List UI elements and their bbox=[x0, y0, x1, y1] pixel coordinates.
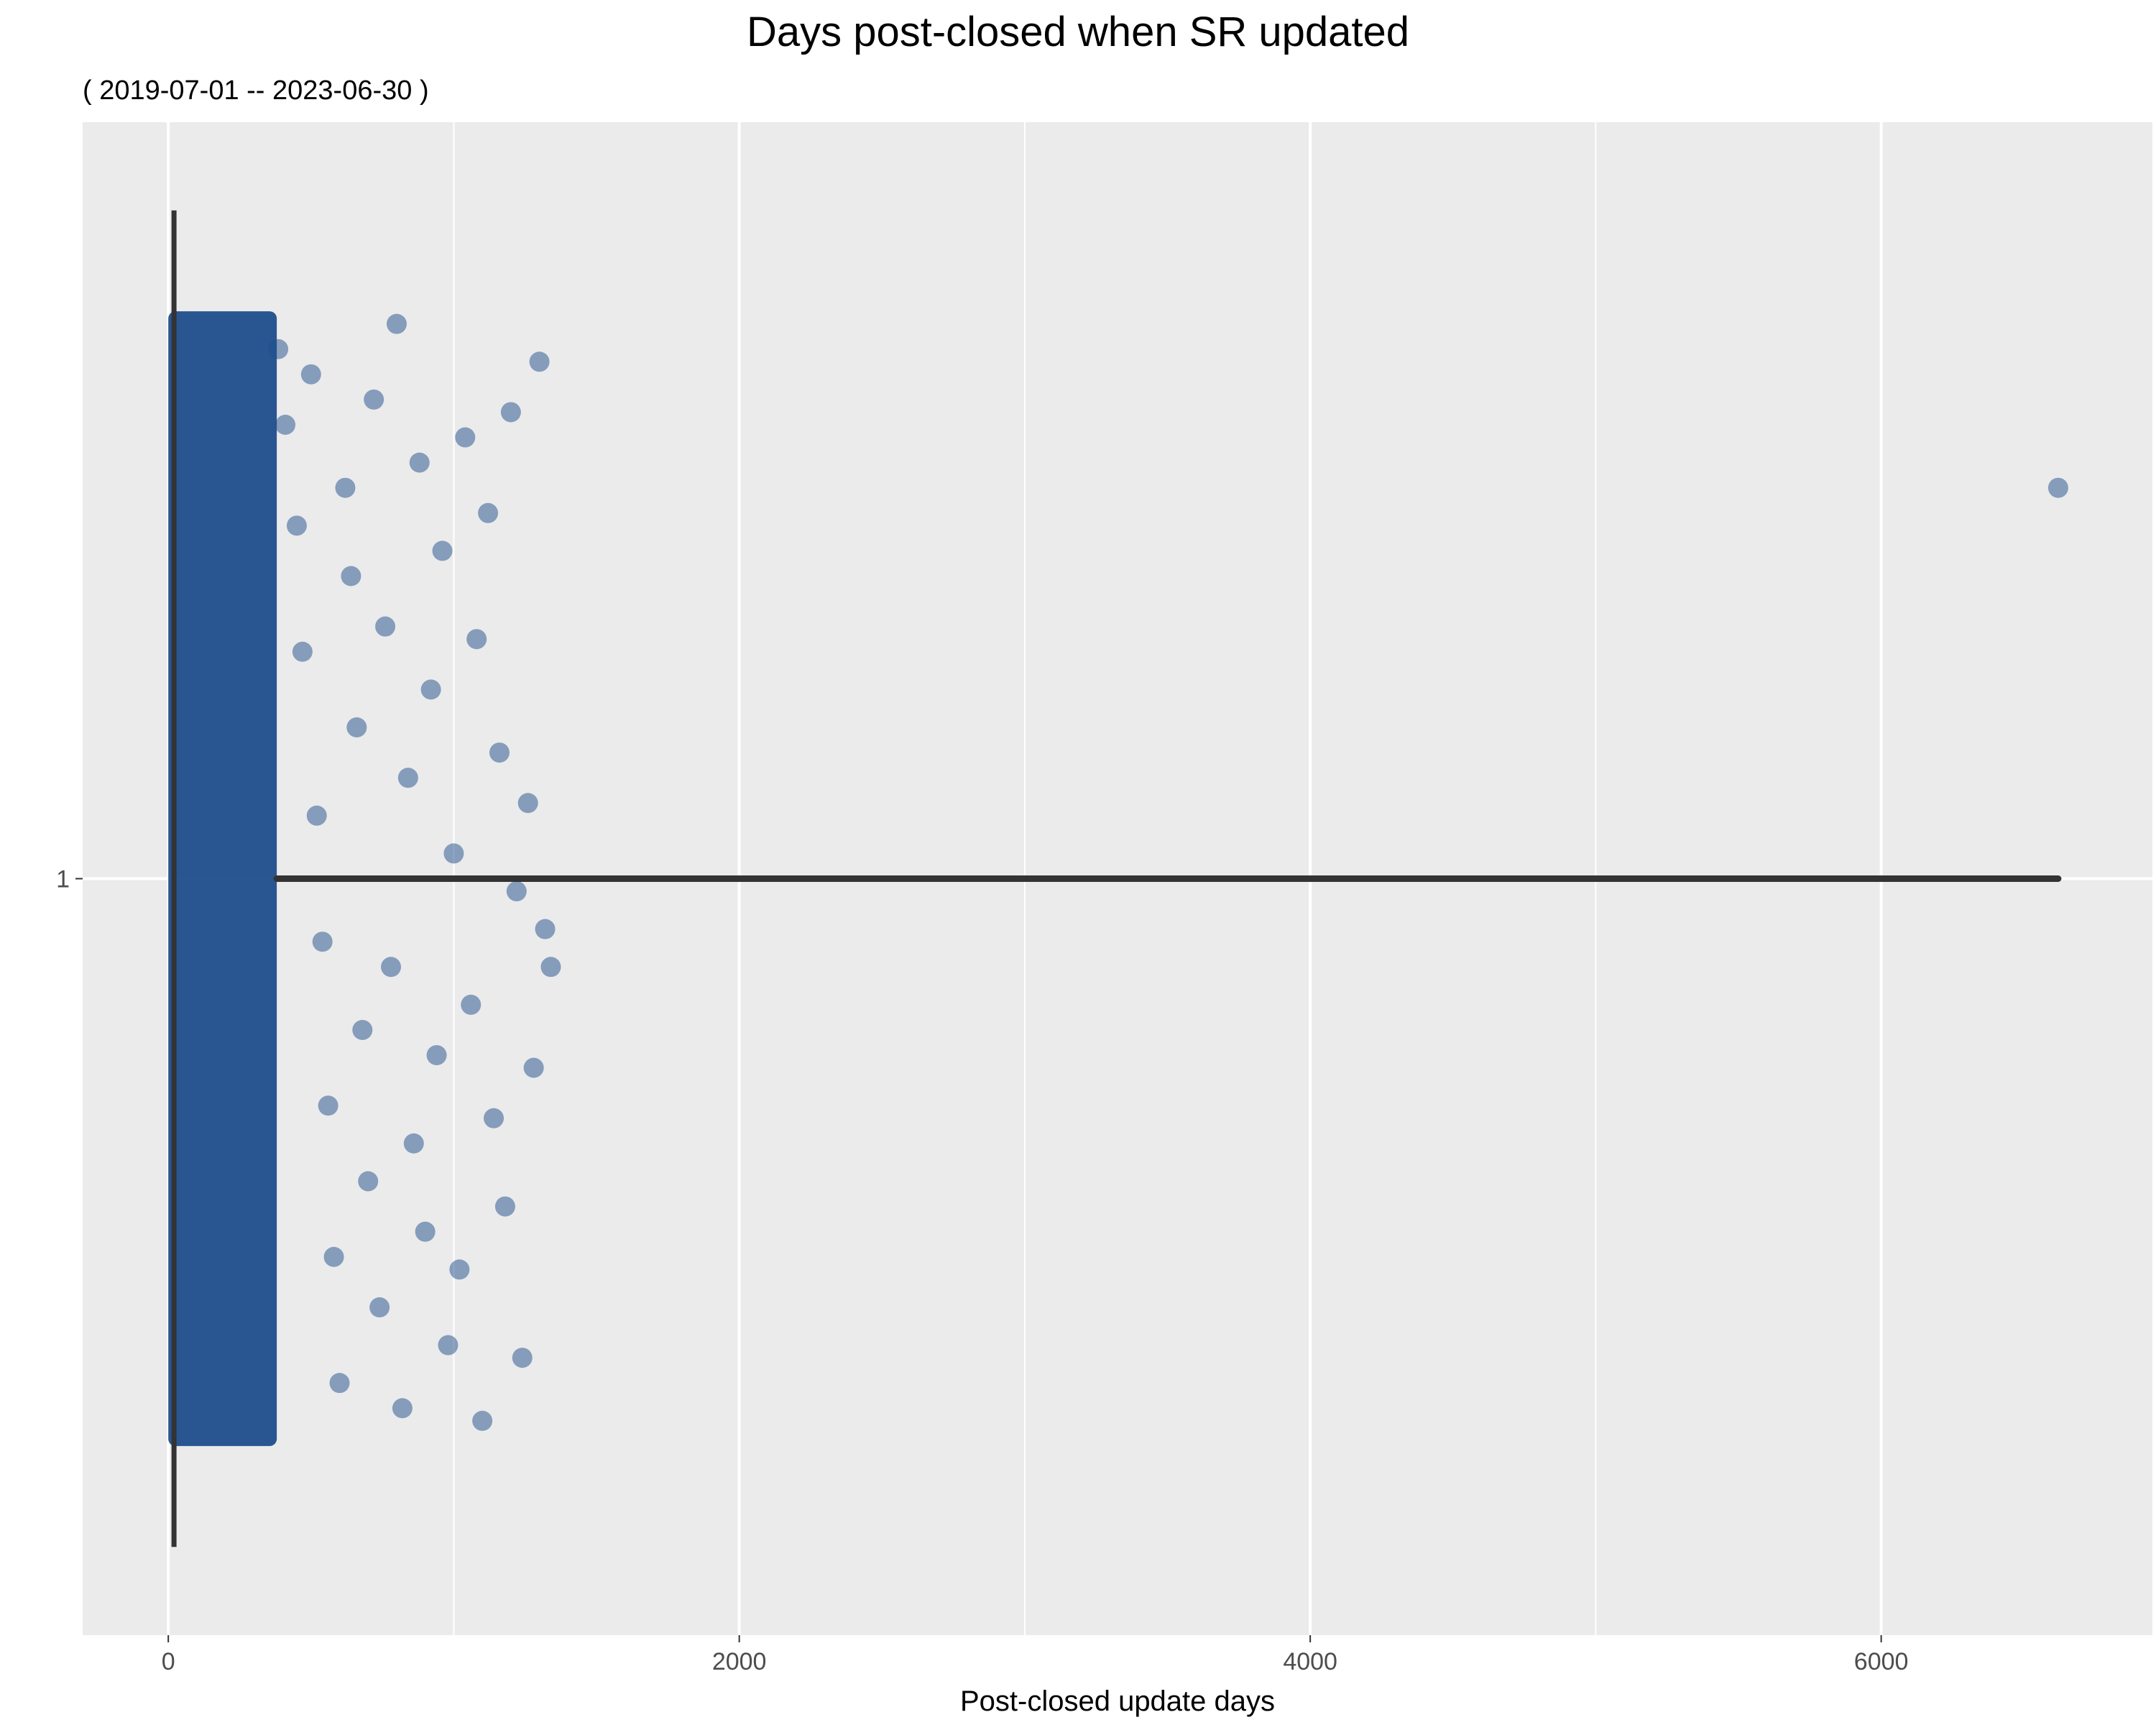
data-point bbox=[358, 1171, 379, 1192]
data-point bbox=[415, 1221, 436, 1242]
data-point bbox=[2047, 477, 2068, 498]
data-point bbox=[392, 1398, 413, 1419]
data-point bbox=[432, 540, 453, 561]
data-point bbox=[346, 717, 367, 737]
x-tick-label: 4000 bbox=[1283, 1648, 1337, 1675]
data-point bbox=[489, 742, 510, 763]
data-point bbox=[369, 1297, 390, 1317]
data-point bbox=[375, 616, 396, 637]
data-points bbox=[268, 313, 2068, 1431]
data-point bbox=[438, 1335, 459, 1356]
data-point bbox=[312, 932, 333, 952]
x-tick-label: 0 bbox=[162, 1648, 175, 1675]
data-point bbox=[268, 339, 289, 359]
data-point bbox=[449, 1259, 470, 1280]
data-point bbox=[381, 957, 402, 978]
x-axis: 0 2000 4000 6000 bbox=[162, 1635, 1909, 1675]
data-point bbox=[494, 1196, 515, 1217]
y-tick-label: 1 bbox=[56, 866, 70, 893]
data-point bbox=[275, 415, 296, 435]
data-point bbox=[461, 994, 482, 1015]
data-point bbox=[300, 364, 321, 385]
data-point bbox=[292, 641, 313, 662]
data-point bbox=[352, 1020, 373, 1040]
data-point bbox=[455, 427, 476, 448]
data-point bbox=[306, 805, 327, 826]
data-point bbox=[286, 515, 307, 536]
x-tick-label: 2000 bbox=[712, 1648, 767, 1675]
x-tick-label: 6000 bbox=[1854, 1648, 1909, 1675]
data-point bbox=[341, 566, 361, 586]
data-point bbox=[403, 1133, 424, 1154]
data-point bbox=[523, 1057, 544, 1078]
data-point bbox=[478, 502, 499, 523]
chart-subtitle: ( 2019-07-01 -- 2023-06-30 ) bbox=[83, 75, 429, 106]
data-point bbox=[535, 919, 556, 939]
data-point bbox=[517, 793, 538, 814]
data-point bbox=[397, 768, 418, 788]
chart-title: Days post-closed when SR updated bbox=[747, 9, 1409, 55]
x-axis-title: Post-closed update days bbox=[960, 1685, 1275, 1717]
dense-point-band bbox=[168, 311, 277, 1446]
data-point bbox=[323, 1246, 344, 1267]
data-point bbox=[329, 1373, 350, 1394]
data-point bbox=[506, 881, 527, 902]
violin-outline bbox=[171, 210, 2062, 1547]
data-point bbox=[512, 1348, 533, 1368]
data-point bbox=[529, 351, 550, 372]
data-point bbox=[364, 389, 384, 410]
data-point bbox=[466, 629, 487, 650]
data-point bbox=[335, 477, 356, 498]
data-point bbox=[386, 313, 407, 334]
data-point bbox=[540, 957, 561, 978]
data-point bbox=[409, 452, 430, 473]
data-point bbox=[472, 1410, 493, 1431]
y-axis: 1 bbox=[56, 866, 83, 893]
data-point bbox=[420, 679, 441, 700]
data-point bbox=[426, 1045, 447, 1066]
data-point bbox=[443, 843, 464, 864]
data-point bbox=[484, 1108, 505, 1128]
data-point bbox=[318, 1095, 338, 1116]
dense-band bbox=[168, 311, 277, 1446]
data-point bbox=[500, 402, 521, 423]
